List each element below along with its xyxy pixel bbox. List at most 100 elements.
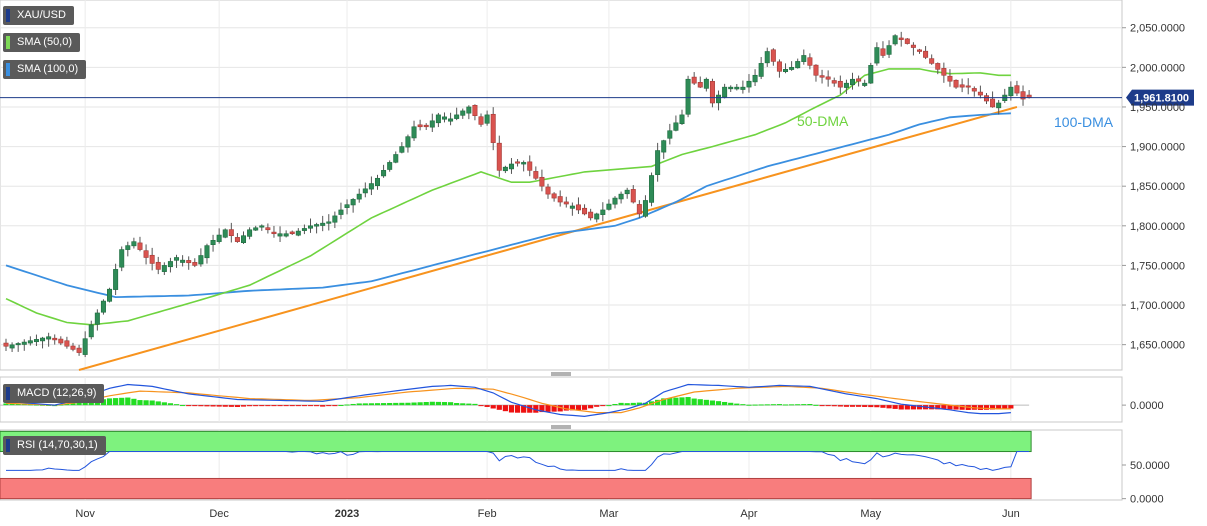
macd-histogram-bar bbox=[819, 405, 825, 407]
macd-histogram-bar bbox=[307, 405, 314, 407]
candle-body bbox=[46, 336, 52, 340]
candle-body bbox=[405, 136, 411, 148]
macd-histogram-bar bbox=[892, 405, 898, 409]
candle-body bbox=[204, 245, 210, 259]
candle-body bbox=[947, 75, 953, 82]
candle-body bbox=[356, 193, 362, 200]
candle-body bbox=[795, 61, 801, 69]
macd-histogram-bar bbox=[539, 405, 545, 413]
macd-label[interactable]: MACD (12,26,9) bbox=[3, 384, 105, 403]
candle-body bbox=[734, 86, 740, 90]
candle-body bbox=[332, 215, 338, 223]
candle-body bbox=[241, 235, 247, 243]
macd-histogram-bar bbox=[259, 405, 265, 407]
candle-body bbox=[612, 197, 618, 205]
candle-body bbox=[600, 209, 606, 215]
macd-histogram-bar bbox=[508, 405, 515, 413]
sma100-text: SMA (100,0) bbox=[17, 63, 79, 75]
macd-histogram-bar bbox=[916, 405, 923, 410]
rsi-swatch bbox=[6, 439, 10, 452]
sma100-annotation: 100-DMA bbox=[1054, 114, 1114, 130]
macd-histogram-bar bbox=[167, 403, 174, 406]
candle-body bbox=[582, 207, 588, 215]
candle-body bbox=[953, 79, 959, 88]
candle-body bbox=[1008, 86, 1014, 97]
candle-body bbox=[709, 81, 715, 104]
candle-body bbox=[983, 95, 989, 102]
macd-histogram-bar bbox=[989, 405, 996, 410]
macd-histogram-bar bbox=[856, 405, 862, 407]
macd-signal-line bbox=[5, 385, 1011, 414]
candle-body bbox=[387, 162, 393, 170]
candle-body bbox=[381, 170, 387, 177]
rsi-oversold-zone bbox=[0, 477, 1032, 500]
macd-histogram-bar bbox=[447, 402, 454, 406]
candle-body bbox=[307, 225, 313, 229]
rsi-tick-label: 50.0000 bbox=[1130, 460, 1170, 472]
macd-histogram-bar bbox=[636, 402, 642, 406]
macd-histogram-bar bbox=[192, 405, 198, 407]
candle-body bbox=[606, 203, 612, 210]
rsi-tick-label: 0.0000 bbox=[1130, 494, 1164, 506]
symbol-label[interactable]: XAU/USD bbox=[3, 6, 74, 25]
macd-histogram-bar bbox=[715, 401, 722, 406]
macd-histogram-bar bbox=[801, 404, 807, 406]
macd-histogram-bar bbox=[429, 401, 435, 406]
candle-body bbox=[76, 347, 82, 353]
macd-line bbox=[5, 383, 1011, 418]
candle-body bbox=[923, 50, 929, 58]
macd-histogram-bar bbox=[904, 405, 910, 410]
macd-histogram-bar bbox=[295, 405, 301, 407]
macd-histogram-bar bbox=[490, 405, 496, 409]
macd-histogram-bar bbox=[514, 405, 521, 413]
macd-histogram-bar bbox=[1002, 405, 1008, 409]
macd-histogram-bar bbox=[222, 405, 228, 407]
x-axis: Nov Dec 2023 Feb Mar Apr May Jun bbox=[75, 508, 1019, 520]
macd-histogram-bar bbox=[581, 405, 588, 410]
macd-histogram-bar bbox=[594, 405, 600, 407]
macd-histogram-bar bbox=[423, 402, 429, 406]
macd-histogram-bar bbox=[837, 405, 843, 407]
macd-histogram-bar bbox=[332, 405, 338, 407]
candle-body bbox=[959, 84, 965, 88]
macd-histogram-bar bbox=[466, 403, 472, 406]
candle-body bbox=[52, 337, 58, 341]
candle-body bbox=[880, 48, 886, 56]
candle-body bbox=[344, 204, 350, 208]
macd-histogram-bar bbox=[186, 405, 192, 407]
candle-body bbox=[289, 231, 295, 235]
macd-histogram-bar bbox=[283, 405, 289, 407]
macd-histogram-bar bbox=[935, 405, 941, 410]
candle-body bbox=[368, 183, 374, 190]
macd-histogram-bar bbox=[76, 402, 82, 406]
sma50-line bbox=[5, 68, 1011, 326]
rsi-overbought-zone bbox=[0, 430, 1032, 453]
rsi-line bbox=[6, 451, 1030, 471]
x-tick-label: Nov bbox=[75, 508, 95, 520]
current-price-line: 1,961.8100 bbox=[0, 89, 1194, 106]
candle-body bbox=[460, 110, 466, 116]
macd-histogram-bar bbox=[886, 405, 892, 409]
candle-body bbox=[886, 45, 892, 55]
rsi-label[interactable]: RSI (14,70,30,1) bbox=[3, 436, 106, 455]
sma50-label[interactable]: SMA (50,0) bbox=[3, 33, 81, 52]
candle-body bbox=[929, 58, 935, 64]
x-tick-label: Apr bbox=[740, 508, 757, 520]
macd-histogram-bar bbox=[941, 405, 947, 410]
sma100-label[interactable]: SMA (100,0) bbox=[3, 60, 87, 79]
candle-body bbox=[941, 68, 947, 76]
macd-histogram-bar bbox=[198, 405, 204, 407]
price-tick-label: 1,950.0000 bbox=[1130, 102, 1185, 114]
candle-body bbox=[40, 337, 46, 342]
candle-body bbox=[831, 80, 837, 84]
macd-histogram-bar bbox=[149, 400, 155, 406]
candle-body bbox=[9, 344, 15, 349]
macd-histogram-bar bbox=[460, 403, 466, 406]
price-tick-label: 1,800.0000 bbox=[1130, 221, 1185, 233]
macd-histogram-bar bbox=[234, 405, 241, 407]
candle-body bbox=[192, 262, 198, 266]
candle-body bbox=[283, 233, 289, 237]
candle-body bbox=[673, 122, 679, 131]
macd-histogram-bar bbox=[843, 405, 850, 407]
candle-body bbox=[234, 237, 240, 242]
